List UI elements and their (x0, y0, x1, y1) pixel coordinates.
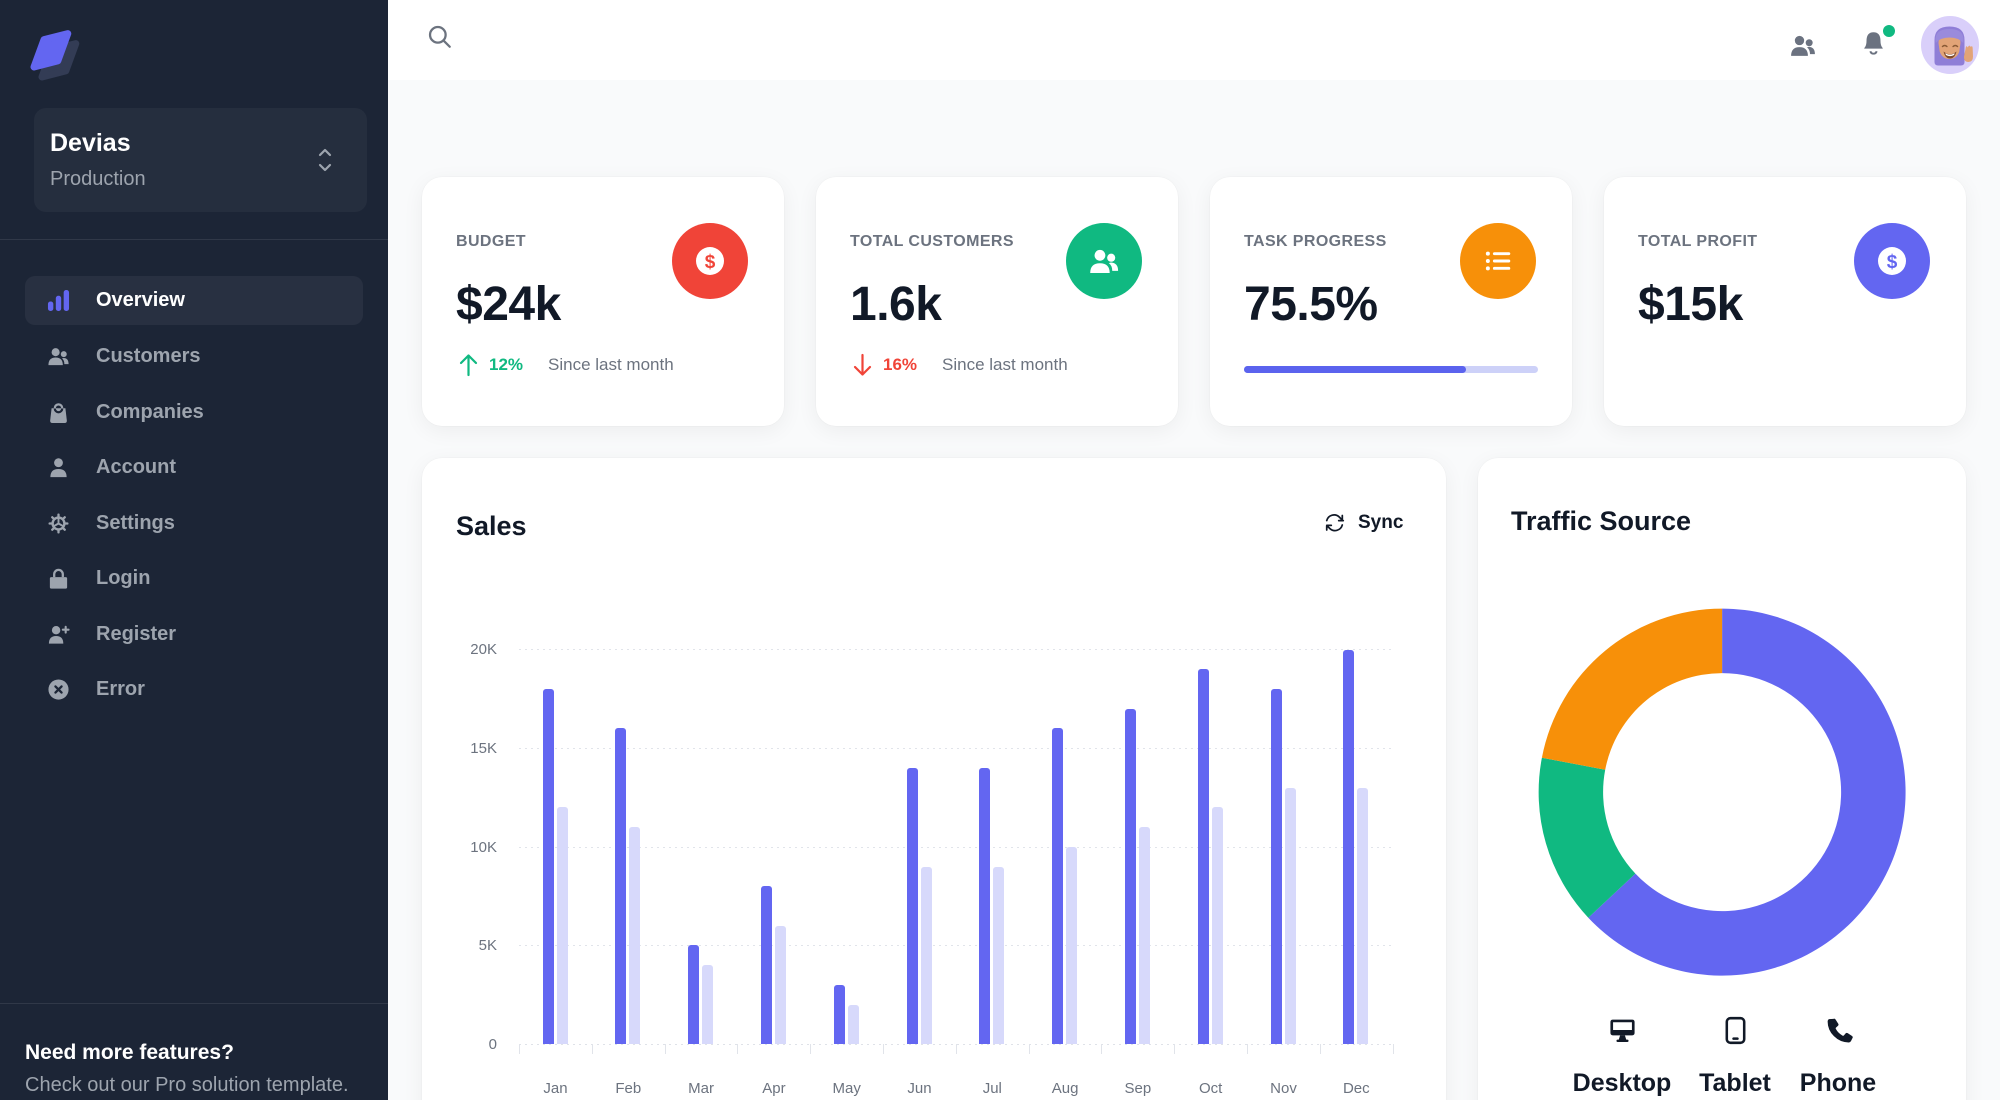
svg-text:$: $ (1887, 252, 1898, 273)
svg-text:$: $ (705, 252, 716, 273)
